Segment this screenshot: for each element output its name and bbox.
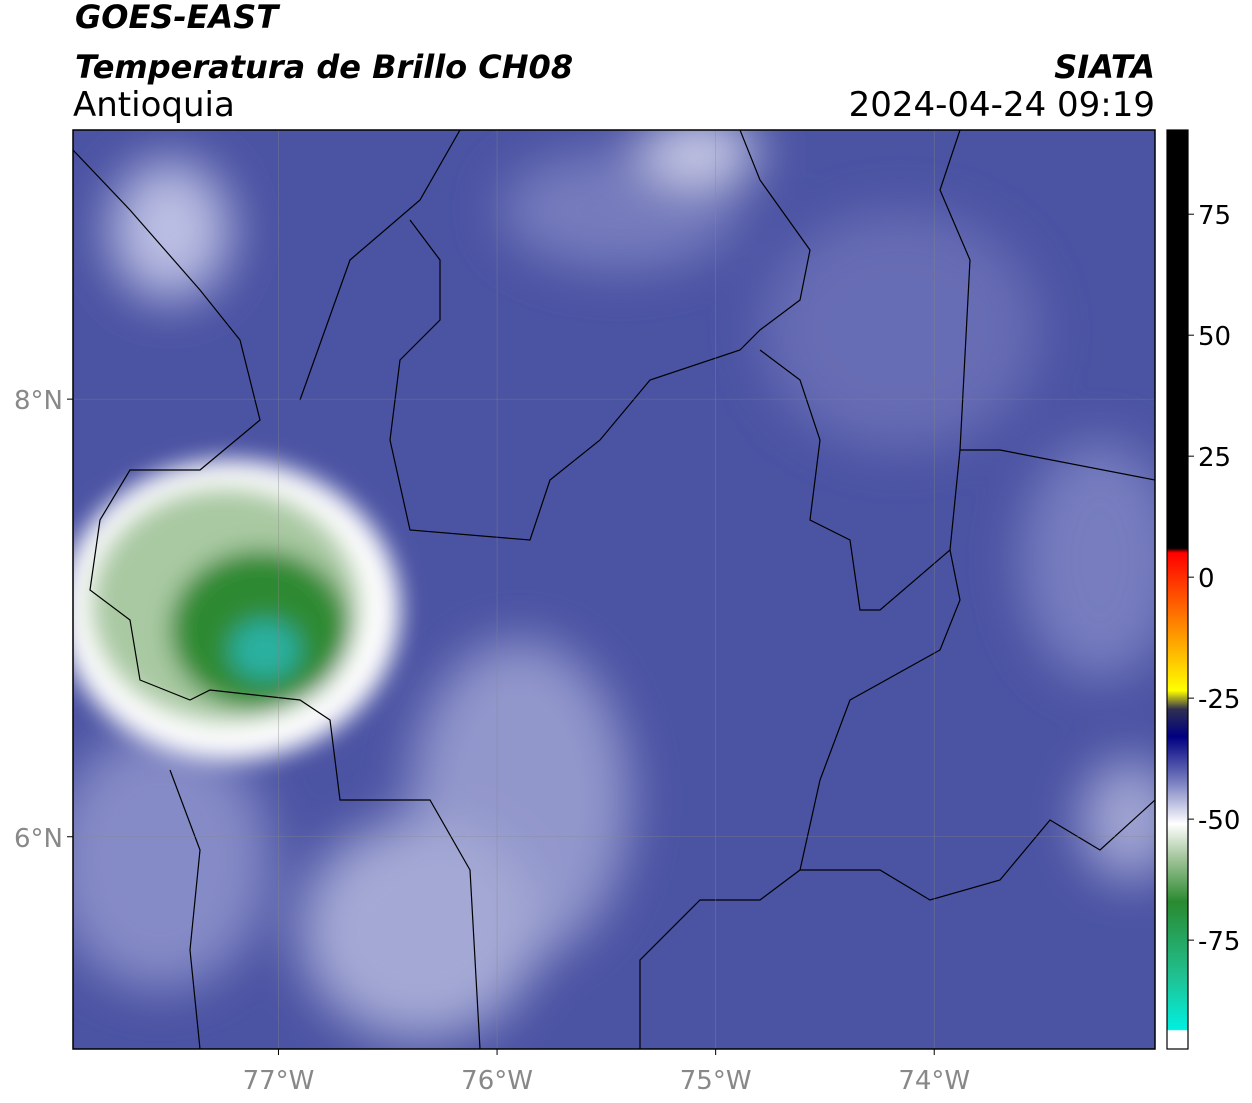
- x-tick-label: 76°W: [461, 1066, 533, 1096]
- grid: [73, 130, 1155, 1049]
- colorbar: [1166, 129, 1189, 1050]
- colorbar-tick-label: 25: [1198, 443, 1231, 473]
- satellite-image: [73, 130, 1155, 1049]
- timestamp: 2024-04-24 09:19: [849, 85, 1155, 125]
- colorbar-tick-label: 50: [1198, 322, 1231, 352]
- x-tick-label: 74°W: [898, 1066, 970, 1096]
- subtitle: Temperatura de Brillo CH08: [75, 48, 573, 86]
- colorbar-tick-label: -25: [1198, 685, 1240, 715]
- colorbar-tick-label: 0: [1198, 564, 1215, 594]
- x-tick-label: 77°W: [243, 1066, 315, 1096]
- source: SIATA: [1054, 48, 1155, 86]
- region: Antioquia: [73, 85, 235, 125]
- map-frame: [72, 129, 1156, 1050]
- y-tick-label: 6°N: [14, 824, 63, 854]
- colorbar-tick-label: 75: [1198, 201, 1231, 231]
- title: GOES-EAST: [75, 0, 280, 36]
- colorbar-tick-label: -75: [1198, 927, 1240, 957]
- colorbar-tick-label: -50: [1198, 806, 1240, 836]
- x-tick-label: 75°W: [680, 1066, 752, 1096]
- y-tick-label: 8°N: [14, 386, 63, 416]
